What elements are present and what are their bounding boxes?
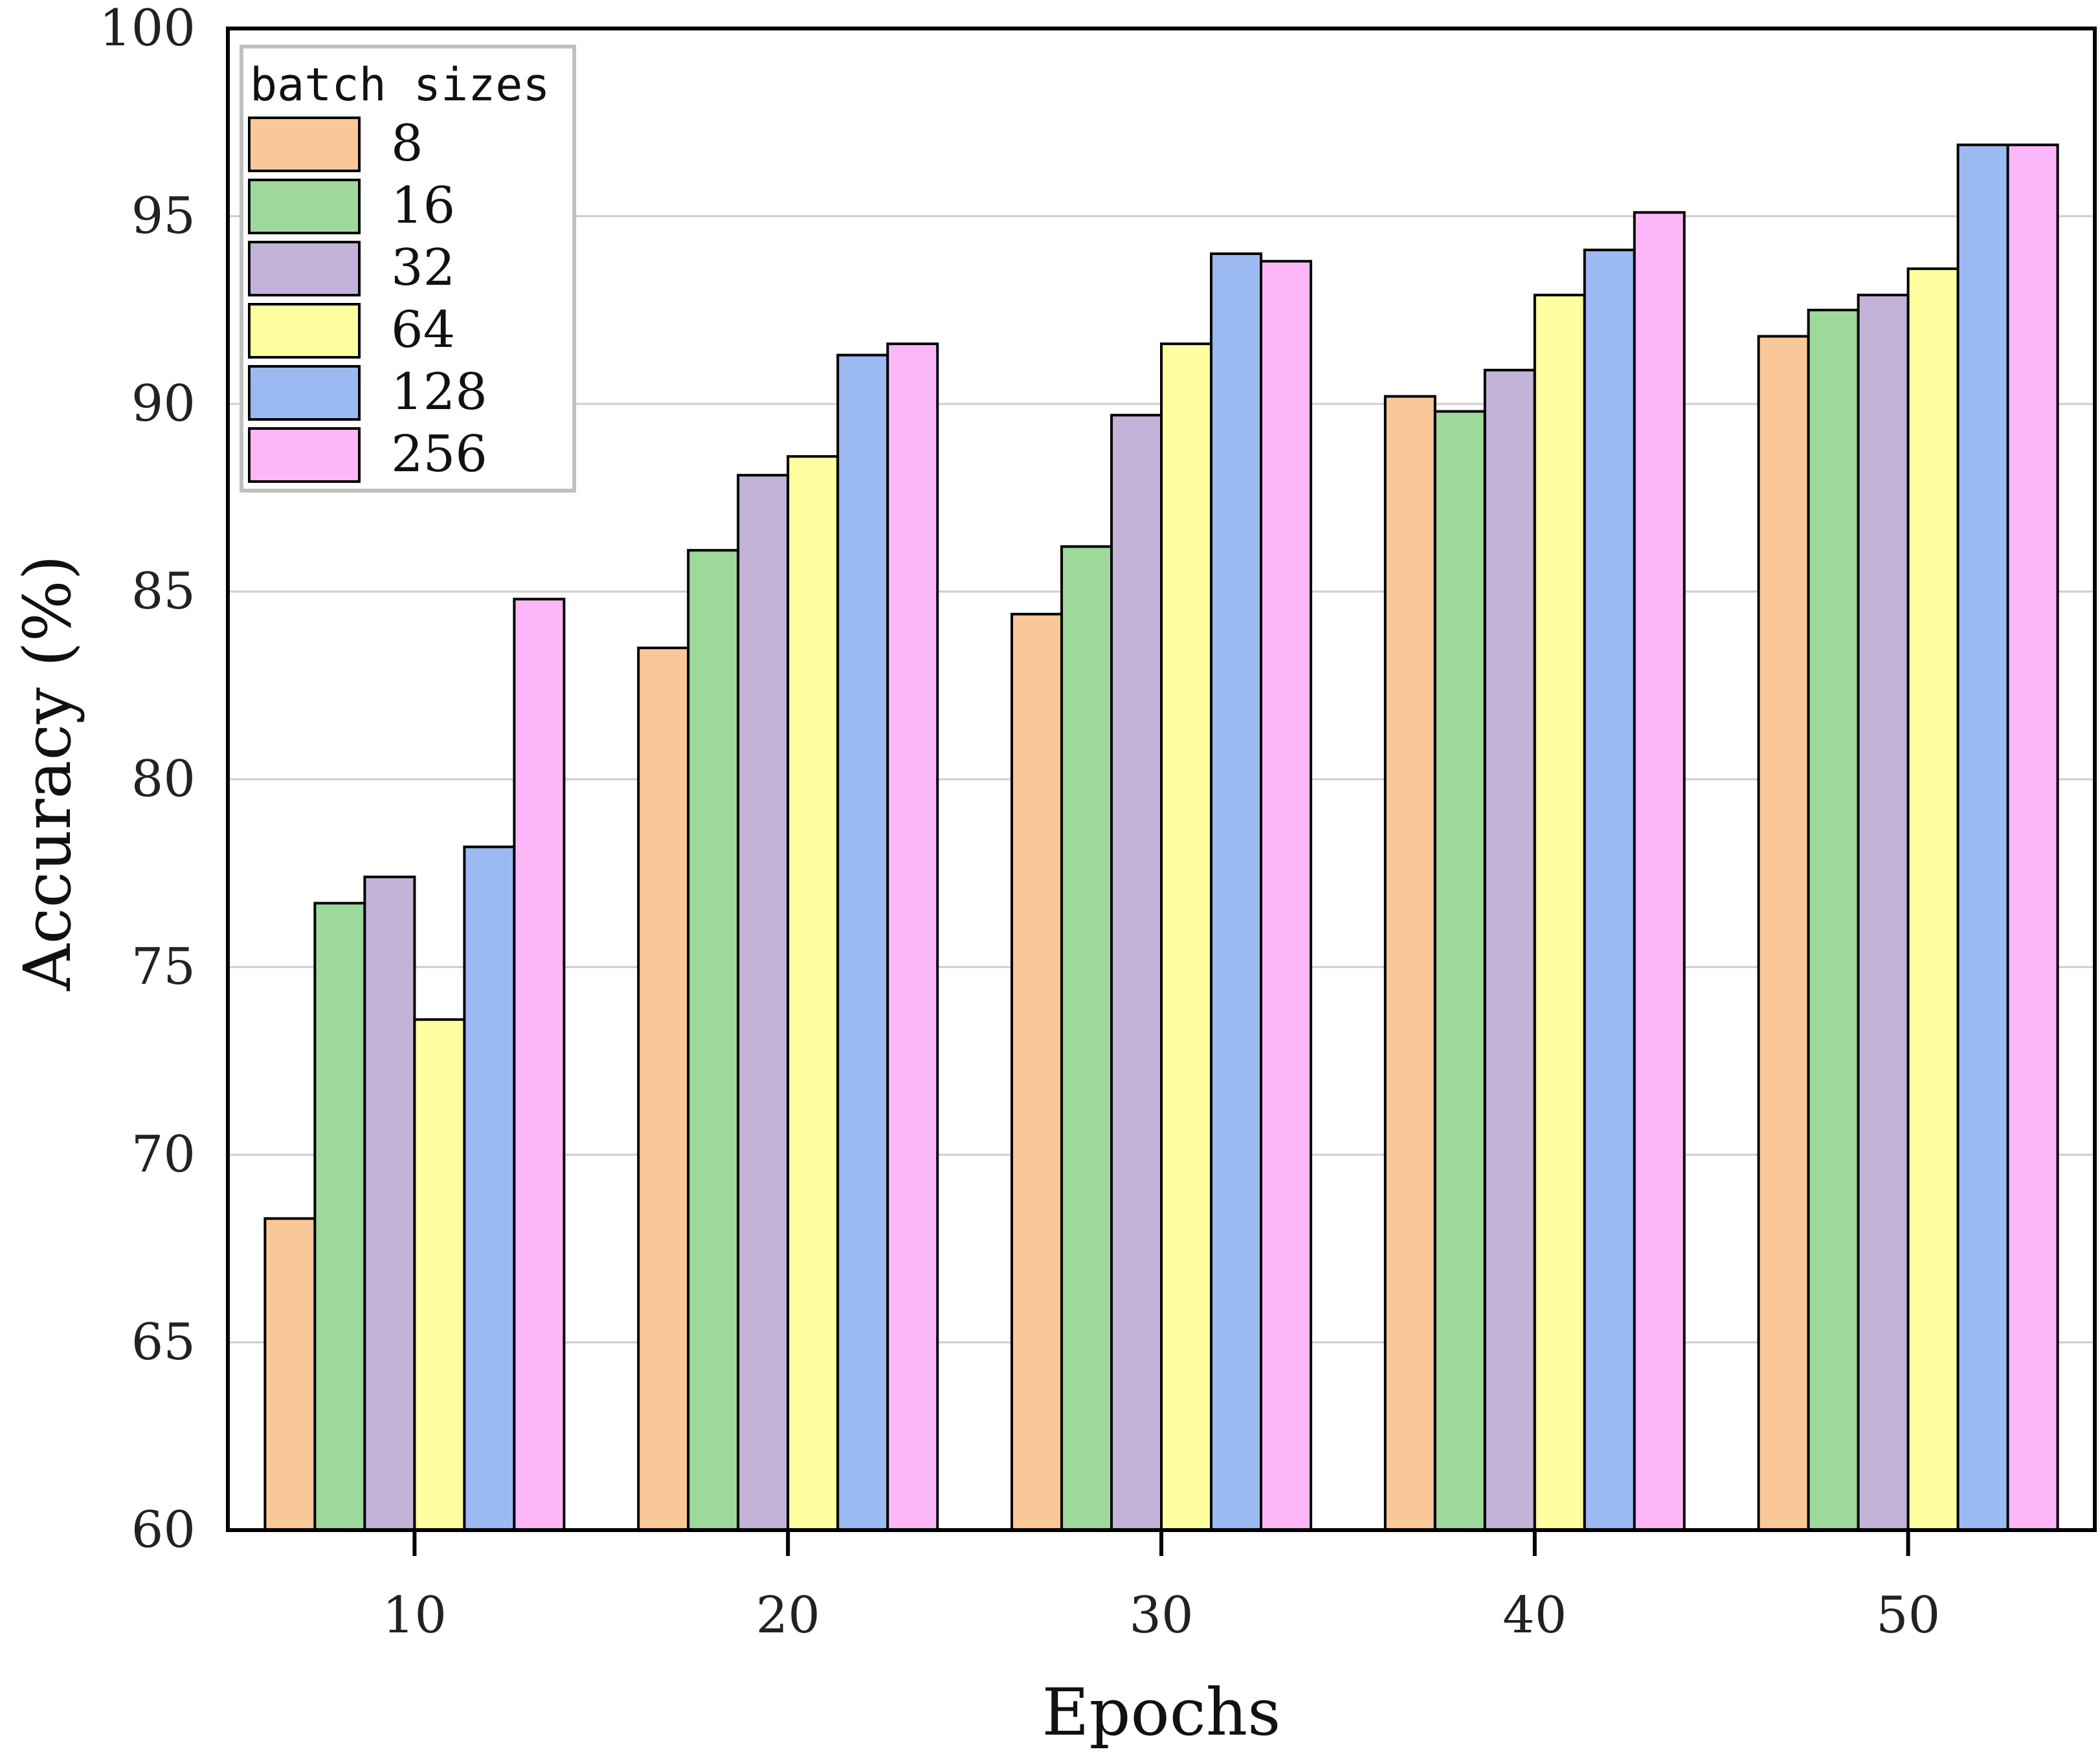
y-tick-label-65: 65 bbox=[131, 1313, 195, 1372]
bar-epoch-20-batch-128 bbox=[836, 353, 889, 1531]
bar-epoch-50-batch-16 bbox=[1807, 309, 1860, 1531]
bar-epoch-20-batch-8 bbox=[637, 647, 690, 1531]
legend-swatch-16 bbox=[248, 179, 361, 234]
bar-epoch-50-batch-128 bbox=[1956, 143, 2009, 1531]
x-tick-label-50: 50 bbox=[1876, 1586, 1940, 1645]
bar-epoch-10-batch-256 bbox=[513, 597, 566, 1531]
y-tick-label-75: 75 bbox=[131, 938, 195, 996]
legend-label-32: 32 bbox=[391, 239, 455, 297]
bar-epoch-50-batch-8 bbox=[1757, 335, 1810, 1531]
x-tick-label-10: 10 bbox=[383, 1586, 447, 1645]
bar-epoch-50-batch-256 bbox=[2006, 143, 2059, 1531]
x-tick-label-20: 20 bbox=[756, 1586, 820, 1645]
y-tick-label-85: 85 bbox=[131, 562, 195, 621]
bar-epoch-30-batch-128 bbox=[1210, 252, 1262, 1531]
legend-label-8: 8 bbox=[391, 115, 423, 173]
bar-epoch-50-batch-64 bbox=[1906, 267, 1960, 1532]
legend-swatch-128 bbox=[248, 365, 361, 421]
bar-epoch-20-batch-32 bbox=[737, 474, 790, 1532]
bar-epoch-10-batch-32 bbox=[363, 875, 416, 1532]
legend-swatch-32 bbox=[248, 241, 361, 296]
legend-label-128: 128 bbox=[391, 363, 487, 421]
bar-epoch-10-batch-8 bbox=[263, 1217, 317, 1531]
y-tick-label-70: 70 bbox=[131, 1126, 195, 1184]
bar-epoch-30-batch-64 bbox=[1160, 342, 1212, 1532]
legend-label-16: 16 bbox=[391, 177, 455, 235]
x-tick-label-40: 40 bbox=[1502, 1586, 1567, 1645]
bar-epoch-20-batch-16 bbox=[687, 549, 740, 1532]
legend-swatch-256 bbox=[248, 427, 361, 483]
y-axis-title: Accuracy (%) bbox=[10, 555, 85, 991]
bar-epoch-30-batch-32 bbox=[1110, 414, 1163, 1531]
y-tick-label-100: 100 bbox=[99, 0, 195, 58]
bar-epoch-40-batch-64 bbox=[1533, 293, 1586, 1531]
bar-epoch-10-batch-64 bbox=[413, 1018, 466, 1531]
y-tick-label-90: 90 bbox=[131, 375, 195, 433]
y-axis-ticks: 60 65 70 75 80 85 90 95 100 bbox=[99, 0, 195, 1559]
bar-epoch-30-batch-256 bbox=[1260, 260, 1312, 1532]
x-axis-title: Epochs bbox=[1042, 1674, 1281, 1750]
y-tick-label-80: 80 bbox=[131, 750, 195, 808]
legend-label-256: 256 bbox=[391, 425, 487, 483]
bar-epoch-20-batch-64 bbox=[787, 455, 840, 1532]
bar-epoch-20-batch-256 bbox=[886, 342, 939, 1532]
bar-epoch-40-batch-256 bbox=[1633, 211, 1686, 1532]
bar-epoch-40-batch-32 bbox=[1483, 368, 1536, 1531]
bar-epoch-40-batch-128 bbox=[1583, 249, 1636, 1532]
y-tick-label-60: 60 bbox=[131, 1501, 195, 1559]
y-tick-label-95: 95 bbox=[131, 187, 195, 245]
bar-epoch-40-batch-8 bbox=[1383, 395, 1436, 1531]
bar-epoch-50-batch-32 bbox=[1857, 293, 1910, 1531]
legend-title: batch sizes bbox=[250, 58, 550, 111]
bar-epoch-10-batch-128 bbox=[463, 845, 516, 1531]
legend-label-64: 64 bbox=[391, 301, 455, 359]
bar-epoch-40-batch-16 bbox=[1433, 410, 1486, 1531]
legend-swatch-64 bbox=[248, 303, 361, 359]
bar-epoch-10-batch-16 bbox=[313, 902, 366, 1531]
bars bbox=[263, 143, 2059, 1532]
bar-epoch-30-batch-8 bbox=[1011, 612, 1063, 1531]
x-tick-label-30: 30 bbox=[1129, 1586, 1193, 1645]
legend-swatch-8 bbox=[248, 117, 361, 172]
x-axis-ticks: 10 20 30 40 50 bbox=[383, 1530, 1940, 1645]
bar-epoch-30-batch-16 bbox=[1060, 545, 1113, 1531]
